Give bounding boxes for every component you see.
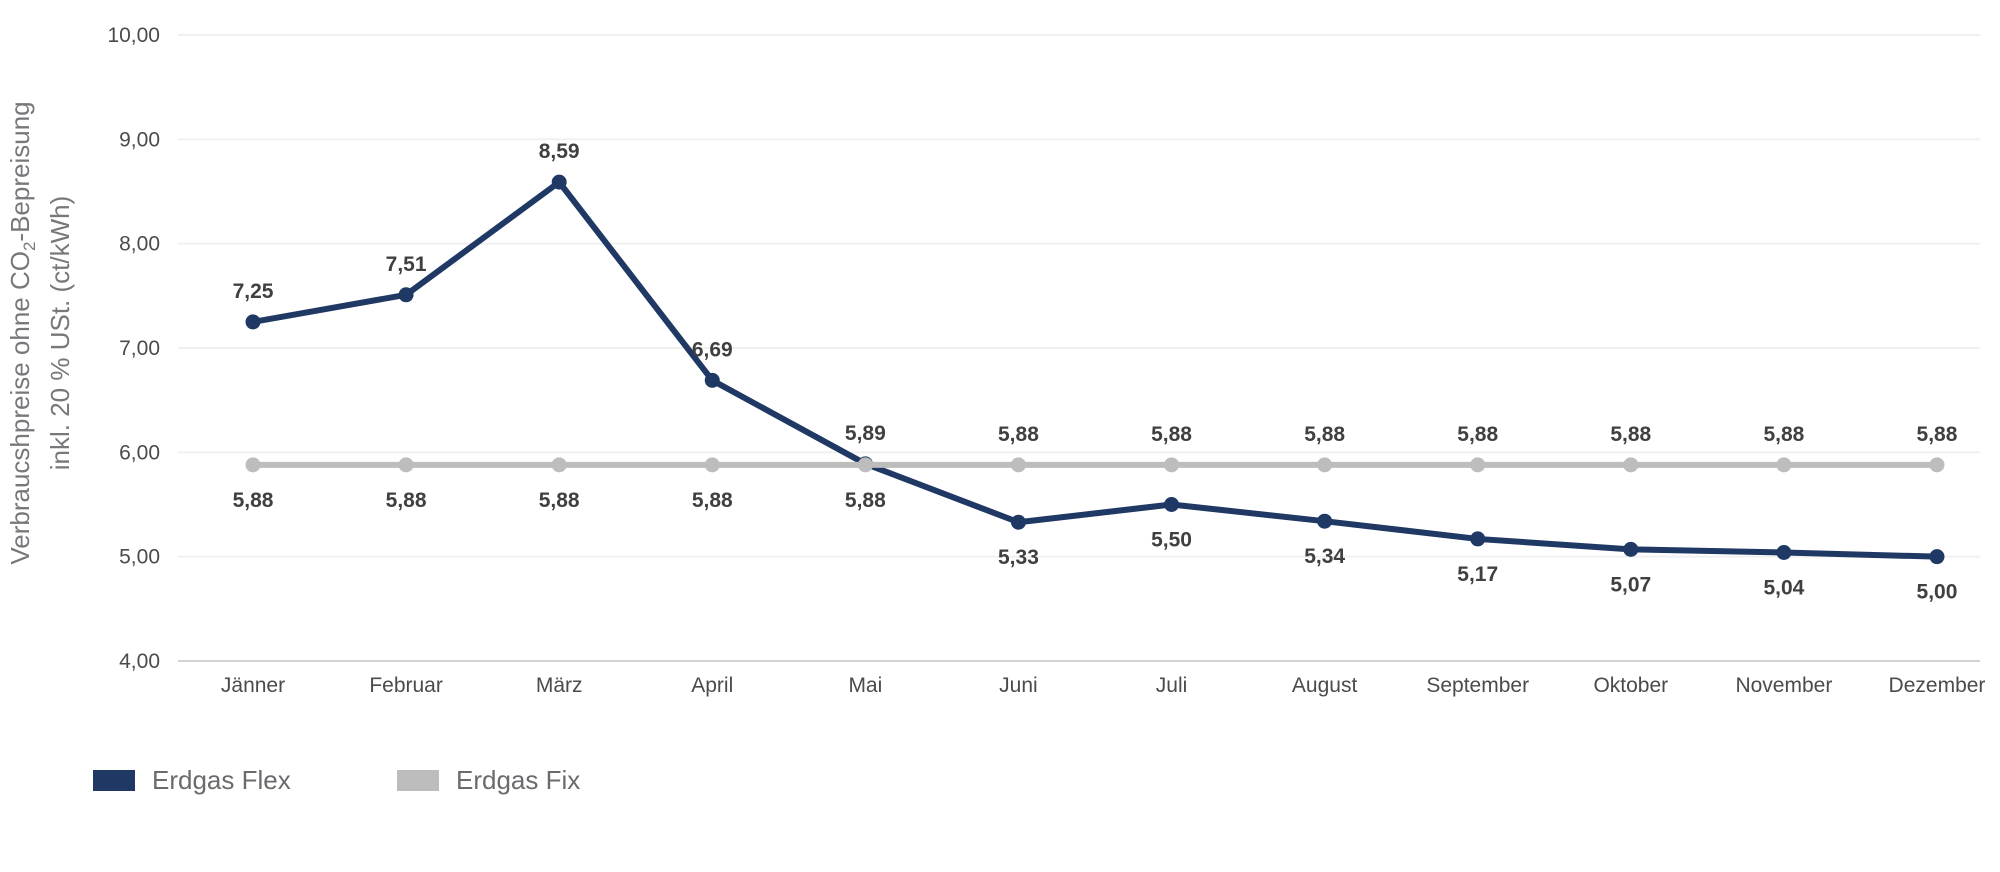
data-point-erdgas-fix (704, 457, 720, 473)
data-point-erdgas-fix (1776, 457, 1792, 473)
value-label-erdgas-fix: 5,88 (692, 489, 733, 512)
data-point-erdgas-fix (1929, 457, 1945, 473)
x-tick-label-april: April (691, 674, 733, 697)
series-line-erdgas-flex (252, 179, 1938, 560)
x-tick-label-august: August (1292, 674, 1358, 697)
value-label-erdgas-fix: 5,88 (1151, 423, 1192, 446)
legend-swatch-erdgas-flex (93, 770, 135, 791)
data-point-erdgas-fix (1010, 457, 1026, 473)
value-label-erdgas-flex: 5,34 (1304, 545, 1345, 568)
x-tick-label-juli: Juli (1156, 674, 1188, 697)
x-tick-label-märz: März (536, 674, 583, 697)
data-point-erdgas-flex (245, 314, 261, 330)
x-tick-label-oktober: Oktober (1593, 674, 1668, 697)
data-point-erdgas-fix (1164, 457, 1180, 473)
value-label-erdgas-fix: 5,88 (386, 489, 427, 512)
data-point-erdgas-fix (1623, 457, 1639, 473)
value-label-erdgas-fix: 5,88 (1763, 423, 1804, 446)
value-label-erdgas-fix: 5,88 (539, 489, 580, 512)
legend-item-erdgas-fix: Erdgas Fix (397, 765, 580, 796)
value-label-erdgas-flex: 5,07 (1610, 573, 1651, 596)
legend-item-erdgas-flex: Erdgas Flex (93, 765, 291, 796)
value-label-erdgas-flex: 7,25 (233, 280, 274, 303)
data-point-erdgas-flex (1623, 541, 1639, 557)
x-tick-label-juni: Juni (999, 674, 1038, 697)
value-label-erdgas-fix: 5,88 (233, 489, 274, 512)
data-point-erdgas-flex (1470, 531, 1486, 547)
data-point-erdgas-flex (398, 287, 414, 303)
data-point-erdgas-fix (398, 457, 414, 473)
value-label-erdgas-fix: 5,88 (998, 423, 1039, 446)
x-tick-label-september: September (1426, 674, 1529, 697)
x-tick-label-jänner: Jänner (221, 674, 285, 697)
data-point-erdgas-fix (1470, 457, 1486, 473)
y-tick-label: 7,00 (119, 337, 160, 360)
y-tick-label: 4,00 (119, 650, 160, 673)
data-point-erdgas-fix (551, 457, 567, 473)
data-point-erdgas-flex (1164, 497, 1180, 513)
value-label-erdgas-fix: 5,88 (845, 489, 886, 512)
value-label-erdgas-flex: 7,51 (386, 253, 427, 276)
value-label-erdgas-flex: 8,59 (539, 140, 580, 163)
x-tick-label-februar: Februar (369, 674, 443, 697)
value-label-erdgas-flex: 5,50 (1151, 529, 1192, 552)
value-label-erdgas-fix: 5,88 (1457, 423, 1498, 446)
y-tick-label: 8,00 (119, 233, 160, 256)
value-label-erdgas-flex: 5,04 (1763, 576, 1804, 599)
y-tick-label: 9,00 (119, 128, 160, 151)
x-tick-label-mai: Mai (848, 674, 882, 697)
value-label-erdgas-flex: 5,17 (1457, 563, 1498, 586)
y-tick-label: 5,00 (119, 546, 160, 569)
y-tick-label: 6,00 (119, 441, 160, 464)
data-point-erdgas-flex (1776, 544, 1792, 560)
data-point-erdgas-flex (551, 174, 567, 190)
y-tick-label: 10,00 (107, 24, 160, 47)
value-label-erdgas-flex: 5,89 (845, 422, 886, 445)
data-point-erdgas-flex (704, 372, 720, 388)
value-label-erdgas-fix: 5,88 (1917, 423, 1958, 446)
data-point-erdgas-flex (1010, 514, 1026, 530)
data-point-erdgas-fix (1317, 457, 1333, 473)
value-label-erdgas-flex: 5,33 (998, 546, 1039, 569)
legend-label-erdgas-fix: Erdgas Fix (456, 765, 581, 795)
data-point-erdgas-fix (857, 457, 873, 473)
value-label-erdgas-flex: 5,00 (1917, 581, 1958, 604)
value-label-erdgas-fix: 5,88 (1304, 423, 1345, 446)
x-tick-label-november: November (1735, 674, 1832, 697)
value-label-erdgas-fix: 5,88 (1610, 423, 1651, 446)
legend-label-erdgas-flex: Erdgas Flex (152, 765, 291, 795)
data-point-erdgas-flex (1317, 513, 1333, 529)
x-tick-label-dezember: Dezember (1889, 674, 1986, 697)
legend-swatch-erdgas-fix (397, 770, 439, 791)
value-label-erdgas-flex: 6,69 (692, 338, 733, 361)
data-point-erdgas-flex (1929, 549, 1945, 565)
data-point-erdgas-fix (245, 457, 261, 473)
